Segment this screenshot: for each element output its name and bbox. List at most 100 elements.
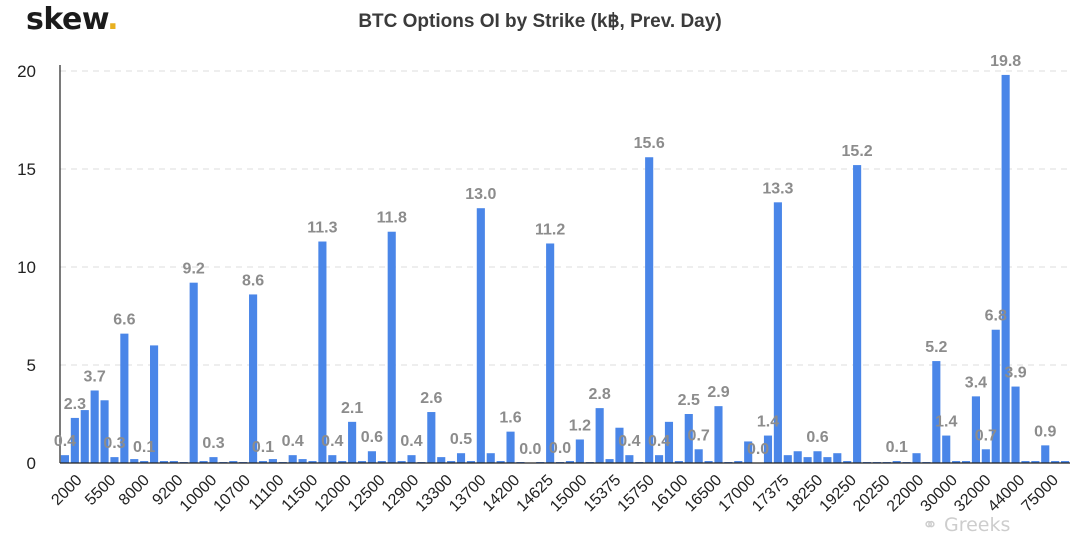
bar bbox=[140, 461, 149, 463]
y-tick-label: 20 bbox=[17, 62, 36, 81]
data-label: 3.9 bbox=[1004, 365, 1026, 382]
bar bbox=[407, 455, 416, 463]
bar bbox=[60, 455, 70, 463]
bar bbox=[110, 457, 119, 463]
bar bbox=[120, 333, 129, 463]
bar bbox=[1001, 74, 1010, 464]
wechat-icon: ⚭ bbox=[922, 514, 938, 536]
x-tick-label: 2000 bbox=[48, 472, 85, 509]
data-label: 0.0 bbox=[519, 441, 541, 458]
bar bbox=[169, 461, 178, 463]
bar bbox=[843, 461, 852, 463]
bar bbox=[655, 455, 664, 463]
x-tick-label: 14625 bbox=[514, 472, 558, 516]
x-tick-label: 14200 bbox=[480, 472, 524, 516]
x-tick-label: 20250 bbox=[850, 472, 894, 516]
bar bbox=[338, 461, 347, 463]
data-label: 1.6 bbox=[499, 410, 521, 427]
data-label: 0.1 bbox=[133, 439, 155, 456]
bar bbox=[100, 400, 109, 463]
bar bbox=[249, 294, 258, 463]
data-label: 0.3 bbox=[103, 435, 125, 452]
x-tick-label: 15750 bbox=[615, 472, 659, 516]
bar bbox=[952, 461, 961, 463]
bar bbox=[734, 461, 743, 463]
bar bbox=[1041, 445, 1050, 463]
data-label: 0.7 bbox=[688, 427, 710, 444]
data-label: 6.8 bbox=[985, 308, 1007, 325]
x-tick-label: 8000 bbox=[116, 472, 153, 509]
bar bbox=[912, 453, 921, 463]
data-label: 3.7 bbox=[84, 368, 106, 385]
data-label: 8.6 bbox=[242, 272, 264, 289]
bar bbox=[546, 243, 555, 463]
x-tick-label: 75000 bbox=[1019, 472, 1063, 516]
bar bbox=[704, 461, 713, 463]
watermark-text: Greeks bbox=[943, 514, 1011, 536]
bar bbox=[932, 361, 941, 463]
y-tick-label: 15 bbox=[17, 160, 36, 179]
bar bbox=[80, 410, 89, 463]
x-tick-label: 22000 bbox=[884, 472, 928, 516]
bar bbox=[447, 461, 456, 463]
data-label: 0.4 bbox=[282, 433, 304, 450]
bar bbox=[70, 417, 79, 463]
data-label: 1.4 bbox=[935, 414, 957, 431]
bar bbox=[565, 461, 575, 463]
bar bbox=[575, 439, 584, 463]
x-tick-label: 17375 bbox=[749, 472, 793, 516]
x-axis: 2000550080009200100001070011100115001200… bbox=[48, 462, 1070, 516]
bar bbox=[506, 431, 515, 463]
bar bbox=[615, 427, 624, 463]
data-label: 13.3 bbox=[762, 180, 793, 197]
bar bbox=[793, 451, 802, 463]
bars bbox=[60, 74, 1070, 464]
data-label: 0.6 bbox=[806, 429, 828, 446]
bar bbox=[645, 157, 654, 464]
data-label: 0.1 bbox=[886, 439, 908, 456]
bar bbox=[229, 461, 238, 463]
data-label: 0.4 bbox=[648, 433, 670, 450]
bar bbox=[318, 241, 327, 463]
x-tick-label: 30000 bbox=[918, 472, 962, 516]
x-tick-label: 12000 bbox=[312, 472, 356, 516]
bar bbox=[853, 165, 862, 463]
bar bbox=[328, 455, 337, 463]
bar bbox=[209, 457, 218, 463]
x-tick-label: 13300 bbox=[413, 472, 457, 516]
bar bbox=[348, 421, 357, 463]
bar bbox=[694, 449, 703, 463]
data-label: 0.0 bbox=[747, 441, 769, 458]
bar bbox=[159, 461, 169, 463]
bar bbox=[783, 455, 792, 463]
bar bbox=[298, 459, 307, 463]
bar bbox=[981, 449, 990, 463]
brand-name: skew bbox=[26, 2, 108, 37]
x-tick-label: 11100 bbox=[246, 472, 288, 514]
bar bbox=[189, 282, 198, 463]
watermark: ⚭ Greeks bbox=[922, 514, 1010, 536]
data-label: 0.4 bbox=[400, 433, 422, 450]
bar bbox=[288, 455, 297, 463]
y-tick-label: 5 bbox=[27, 356, 36, 375]
x-tick-label: 19250 bbox=[817, 472, 861, 516]
bar bbox=[823, 457, 832, 463]
x-tick-label: 18250 bbox=[783, 472, 827, 516]
bar bbox=[456, 453, 466, 463]
bar bbox=[744, 441, 753, 463]
bar bbox=[1011, 386, 1020, 463]
data-label: 11.3 bbox=[307, 220, 337, 237]
bar bbox=[496, 461, 505, 463]
bar bbox=[1060, 461, 1070, 463]
data-label: 0.6 bbox=[361, 429, 383, 446]
gridlines bbox=[60, 70, 1070, 366]
bar bbox=[1031, 461, 1040, 463]
x-tick-label: 12900 bbox=[379, 472, 423, 516]
x-tick-label: 15000 bbox=[547, 472, 591, 516]
bar bbox=[991, 329, 1000, 463]
data-label: 2.9 bbox=[707, 384, 729, 401]
bar bbox=[466, 461, 475, 463]
y-axis: 0 5 10 15 20 bbox=[17, 62, 61, 473]
